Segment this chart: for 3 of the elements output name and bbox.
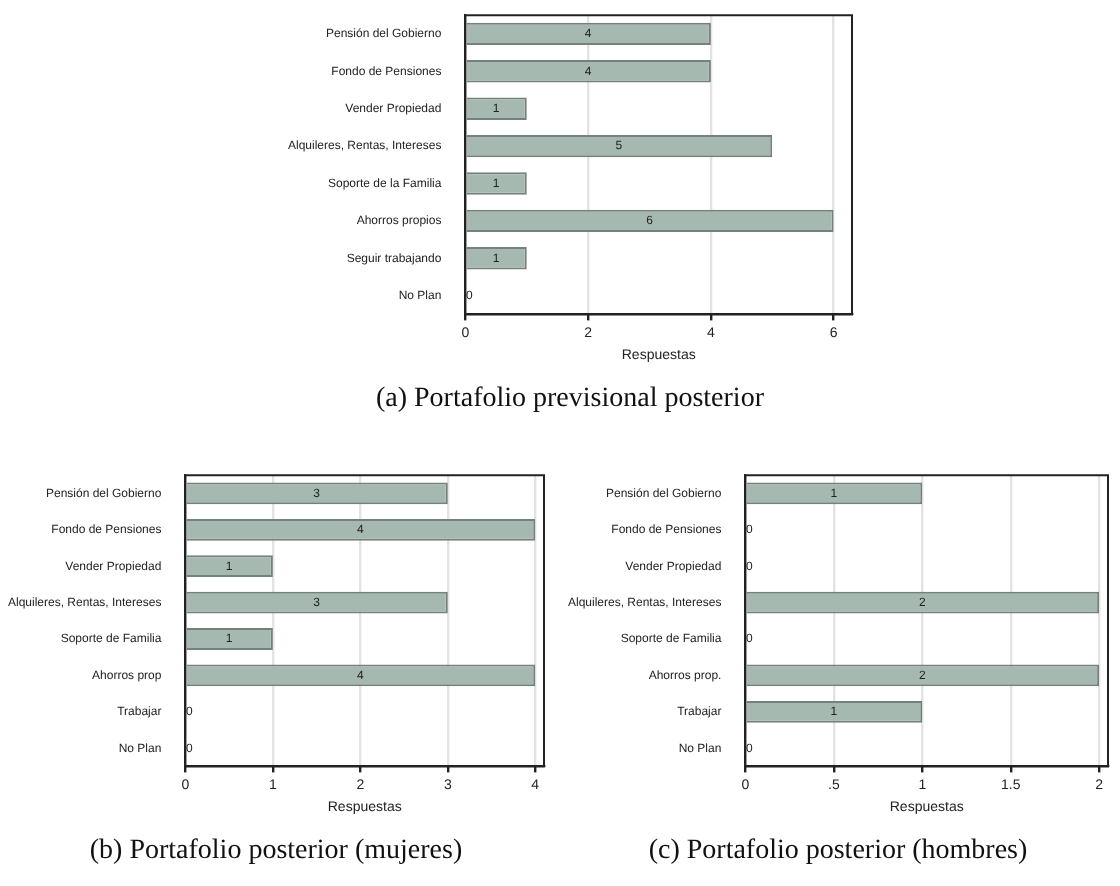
text: (b) Portafolio posterior (mujeres) [87, 836, 465, 868]
text: (c) Portafolio posterior (hombres) [646, 836, 1030, 868]
text: (a) Portafolio previsional posterior [373, 384, 766, 416]
